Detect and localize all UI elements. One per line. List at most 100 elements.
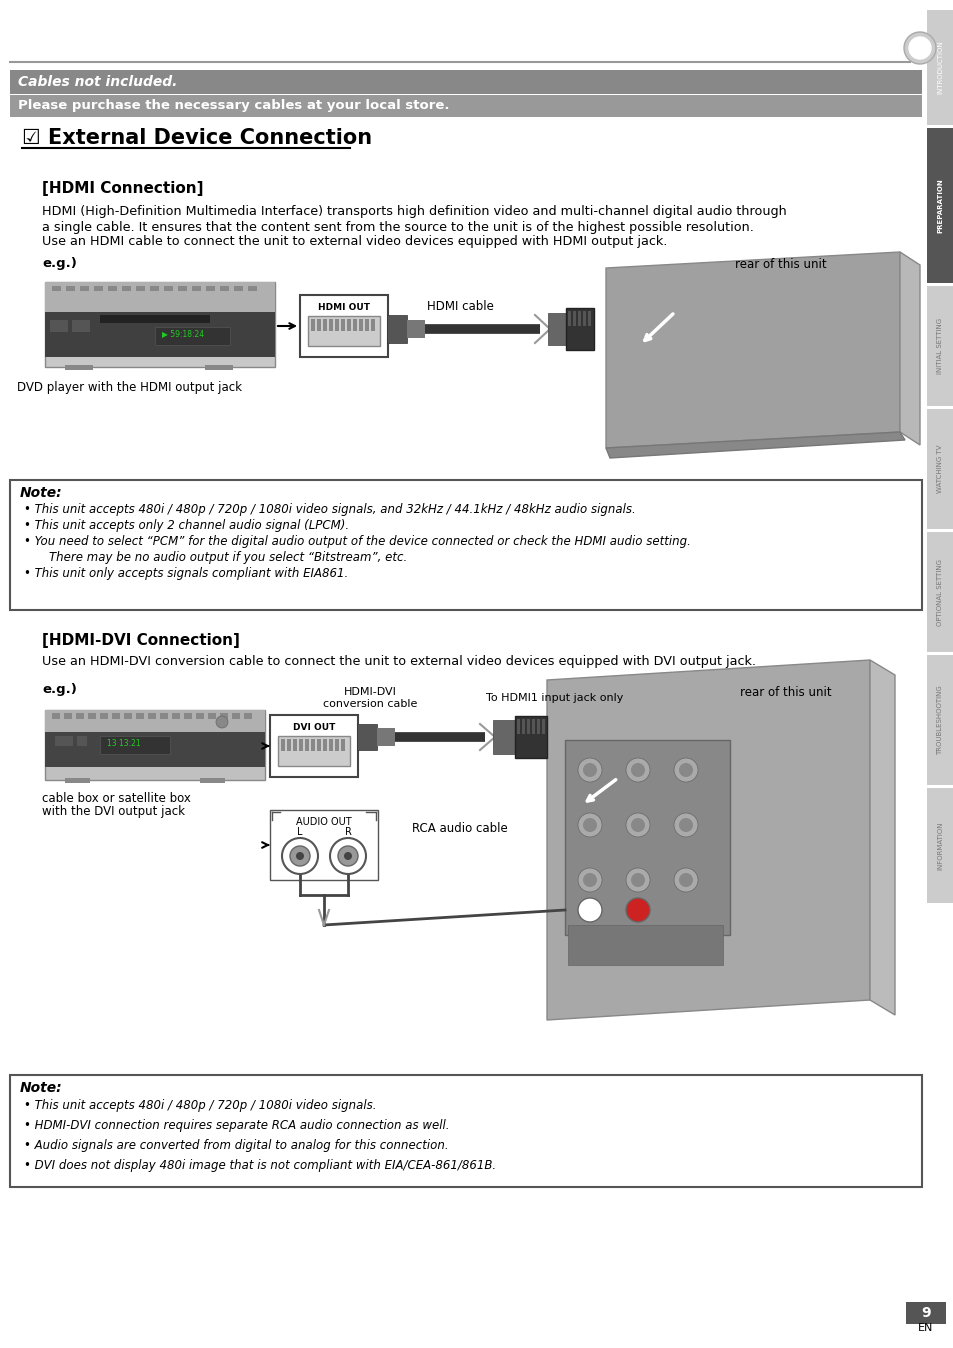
Bar	[926, 128, 953, 283]
Bar	[587, 311, 590, 326]
Circle shape	[295, 852, 304, 860]
Bar	[387, 315, 407, 342]
Text: R: R	[344, 828, 351, 837]
Bar	[573, 311, 576, 326]
Bar	[220, 713, 228, 718]
Text: DVD player with the HDMI output jack: DVD player with the HDMI output jack	[17, 381, 242, 395]
Circle shape	[625, 758, 649, 782]
Text: [HDMI Connection]: [HDMI Connection]	[42, 181, 203, 195]
Bar	[323, 319, 327, 332]
Bar	[926, 789, 953, 903]
Bar	[136, 713, 144, 718]
Bar	[88, 713, 96, 718]
Bar	[565, 307, 594, 350]
Bar	[365, 319, 369, 332]
Text: Use an HDMI cable to connect the unit to external video devices equipped with HD: Use an HDMI cable to connect the unit to…	[42, 236, 667, 248]
Bar	[100, 713, 108, 718]
Bar	[195, 713, 204, 718]
Bar	[517, 718, 519, 735]
Bar	[270, 714, 357, 776]
Text: TROUBLESHOOTING: TROUBLESHOOTING	[937, 685, 943, 755]
Bar	[316, 739, 320, 751]
Text: • This unit accepts 480i / 480p / 720p / 1080i video signals, and 32kHz / 44.1kH: • This unit accepts 480i / 480p / 720p /…	[24, 504, 635, 516]
Bar	[521, 718, 524, 735]
Bar	[311, 739, 314, 751]
Bar	[926, 286, 953, 406]
Text: 13 13:21: 13 13:21	[107, 739, 140, 748]
Bar	[45, 282, 274, 311]
Bar	[77, 736, 87, 745]
Text: ☑ External Device Connection: ☑ External Device Connection	[22, 128, 372, 148]
Bar	[564, 740, 729, 936]
Circle shape	[582, 818, 597, 832]
Bar	[100, 315, 210, 324]
Bar	[329, 739, 333, 751]
Bar	[10, 1074, 921, 1188]
Bar	[578, 311, 580, 326]
Bar	[45, 282, 274, 367]
Text: AUDIO OUT: AUDIO OUT	[295, 817, 352, 828]
Bar	[353, 319, 356, 332]
Bar	[136, 286, 145, 291]
Bar	[94, 286, 103, 291]
Circle shape	[330, 838, 366, 874]
Text: • This unit only accepts signals compliant with EIA861.: • This unit only accepts signals complia…	[24, 566, 348, 580]
Bar	[205, 365, 233, 369]
Circle shape	[908, 36, 930, 59]
Text: Please purchase the necessary cables at your local store.: Please purchase the necessary cables at …	[18, 100, 449, 112]
Text: • You need to select “PCM” for the digital audio output of the device connected : • You need to select “PCM” for the digit…	[24, 535, 690, 549]
Circle shape	[582, 874, 597, 887]
Circle shape	[625, 898, 649, 922]
Bar	[926, 655, 953, 785]
Bar	[541, 718, 544, 735]
Text: Note:: Note:	[20, 1081, 63, 1095]
Text: • HDMI-DVI connection requires separate RCA audio connection as well.: • HDMI-DVI connection requires separate …	[24, 1119, 449, 1131]
Bar	[305, 739, 309, 751]
Text: • This unit accepts 480i / 480p / 720p / 1080i video signals.: • This unit accepts 480i / 480p / 720p /…	[24, 1099, 376, 1112]
Circle shape	[903, 32, 935, 63]
Text: There may be no audio output if you select “Bitstream”, etc.: There may be no audio output if you sele…	[34, 550, 407, 563]
Bar	[270, 810, 377, 880]
Circle shape	[578, 868, 601, 892]
Bar	[298, 739, 303, 751]
Circle shape	[215, 716, 228, 728]
Bar	[340, 319, 345, 332]
Circle shape	[578, 813, 601, 837]
Bar	[281, 739, 285, 751]
Circle shape	[679, 874, 692, 887]
Circle shape	[578, 758, 601, 782]
Text: INTRODUCTION: INTRODUCTION	[937, 40, 943, 94]
Bar	[232, 713, 240, 718]
Text: To HDMI1 input jack only: To HDMI1 input jack only	[486, 693, 623, 704]
Bar	[356, 724, 376, 749]
Text: HDMI (High-Definition Multimedia Interface) transports high definition video and: HDMI (High-Definition Multimedia Interfa…	[42, 205, 786, 218]
Text: HDMI-DVI
conversion cable: HDMI-DVI conversion cable	[322, 687, 416, 709]
Circle shape	[679, 818, 692, 832]
Bar	[248, 286, 256, 291]
Circle shape	[282, 838, 317, 874]
Circle shape	[337, 847, 357, 865]
Bar	[515, 716, 546, 758]
Bar	[154, 328, 230, 345]
Bar	[80, 286, 89, 291]
Text: • Audio signals are converted from digital to analog for this connection.: • Audio signals are converted from digit…	[24, 1139, 448, 1151]
Bar	[526, 718, 530, 735]
Bar	[547, 313, 565, 345]
Circle shape	[673, 813, 698, 837]
Bar	[71, 319, 90, 332]
Bar	[220, 286, 229, 291]
Text: HDMI cable: HDMI cable	[426, 301, 493, 314]
Bar	[233, 286, 243, 291]
Text: PREPARATION: PREPARATION	[937, 178, 943, 233]
Text: cable box or satellite box: cable box or satellite box	[42, 791, 191, 805]
Bar	[10, 480, 921, 611]
Text: rear of this unit: rear of this unit	[740, 686, 831, 698]
Text: WATCHING TV: WATCHING TV	[937, 445, 943, 493]
Text: with the DVI output jack: with the DVI output jack	[42, 805, 185, 817]
Bar	[150, 286, 159, 291]
Polygon shape	[605, 431, 904, 458]
Circle shape	[673, 758, 698, 782]
Bar	[64, 713, 71, 718]
Circle shape	[673, 868, 698, 892]
Bar	[532, 718, 535, 735]
